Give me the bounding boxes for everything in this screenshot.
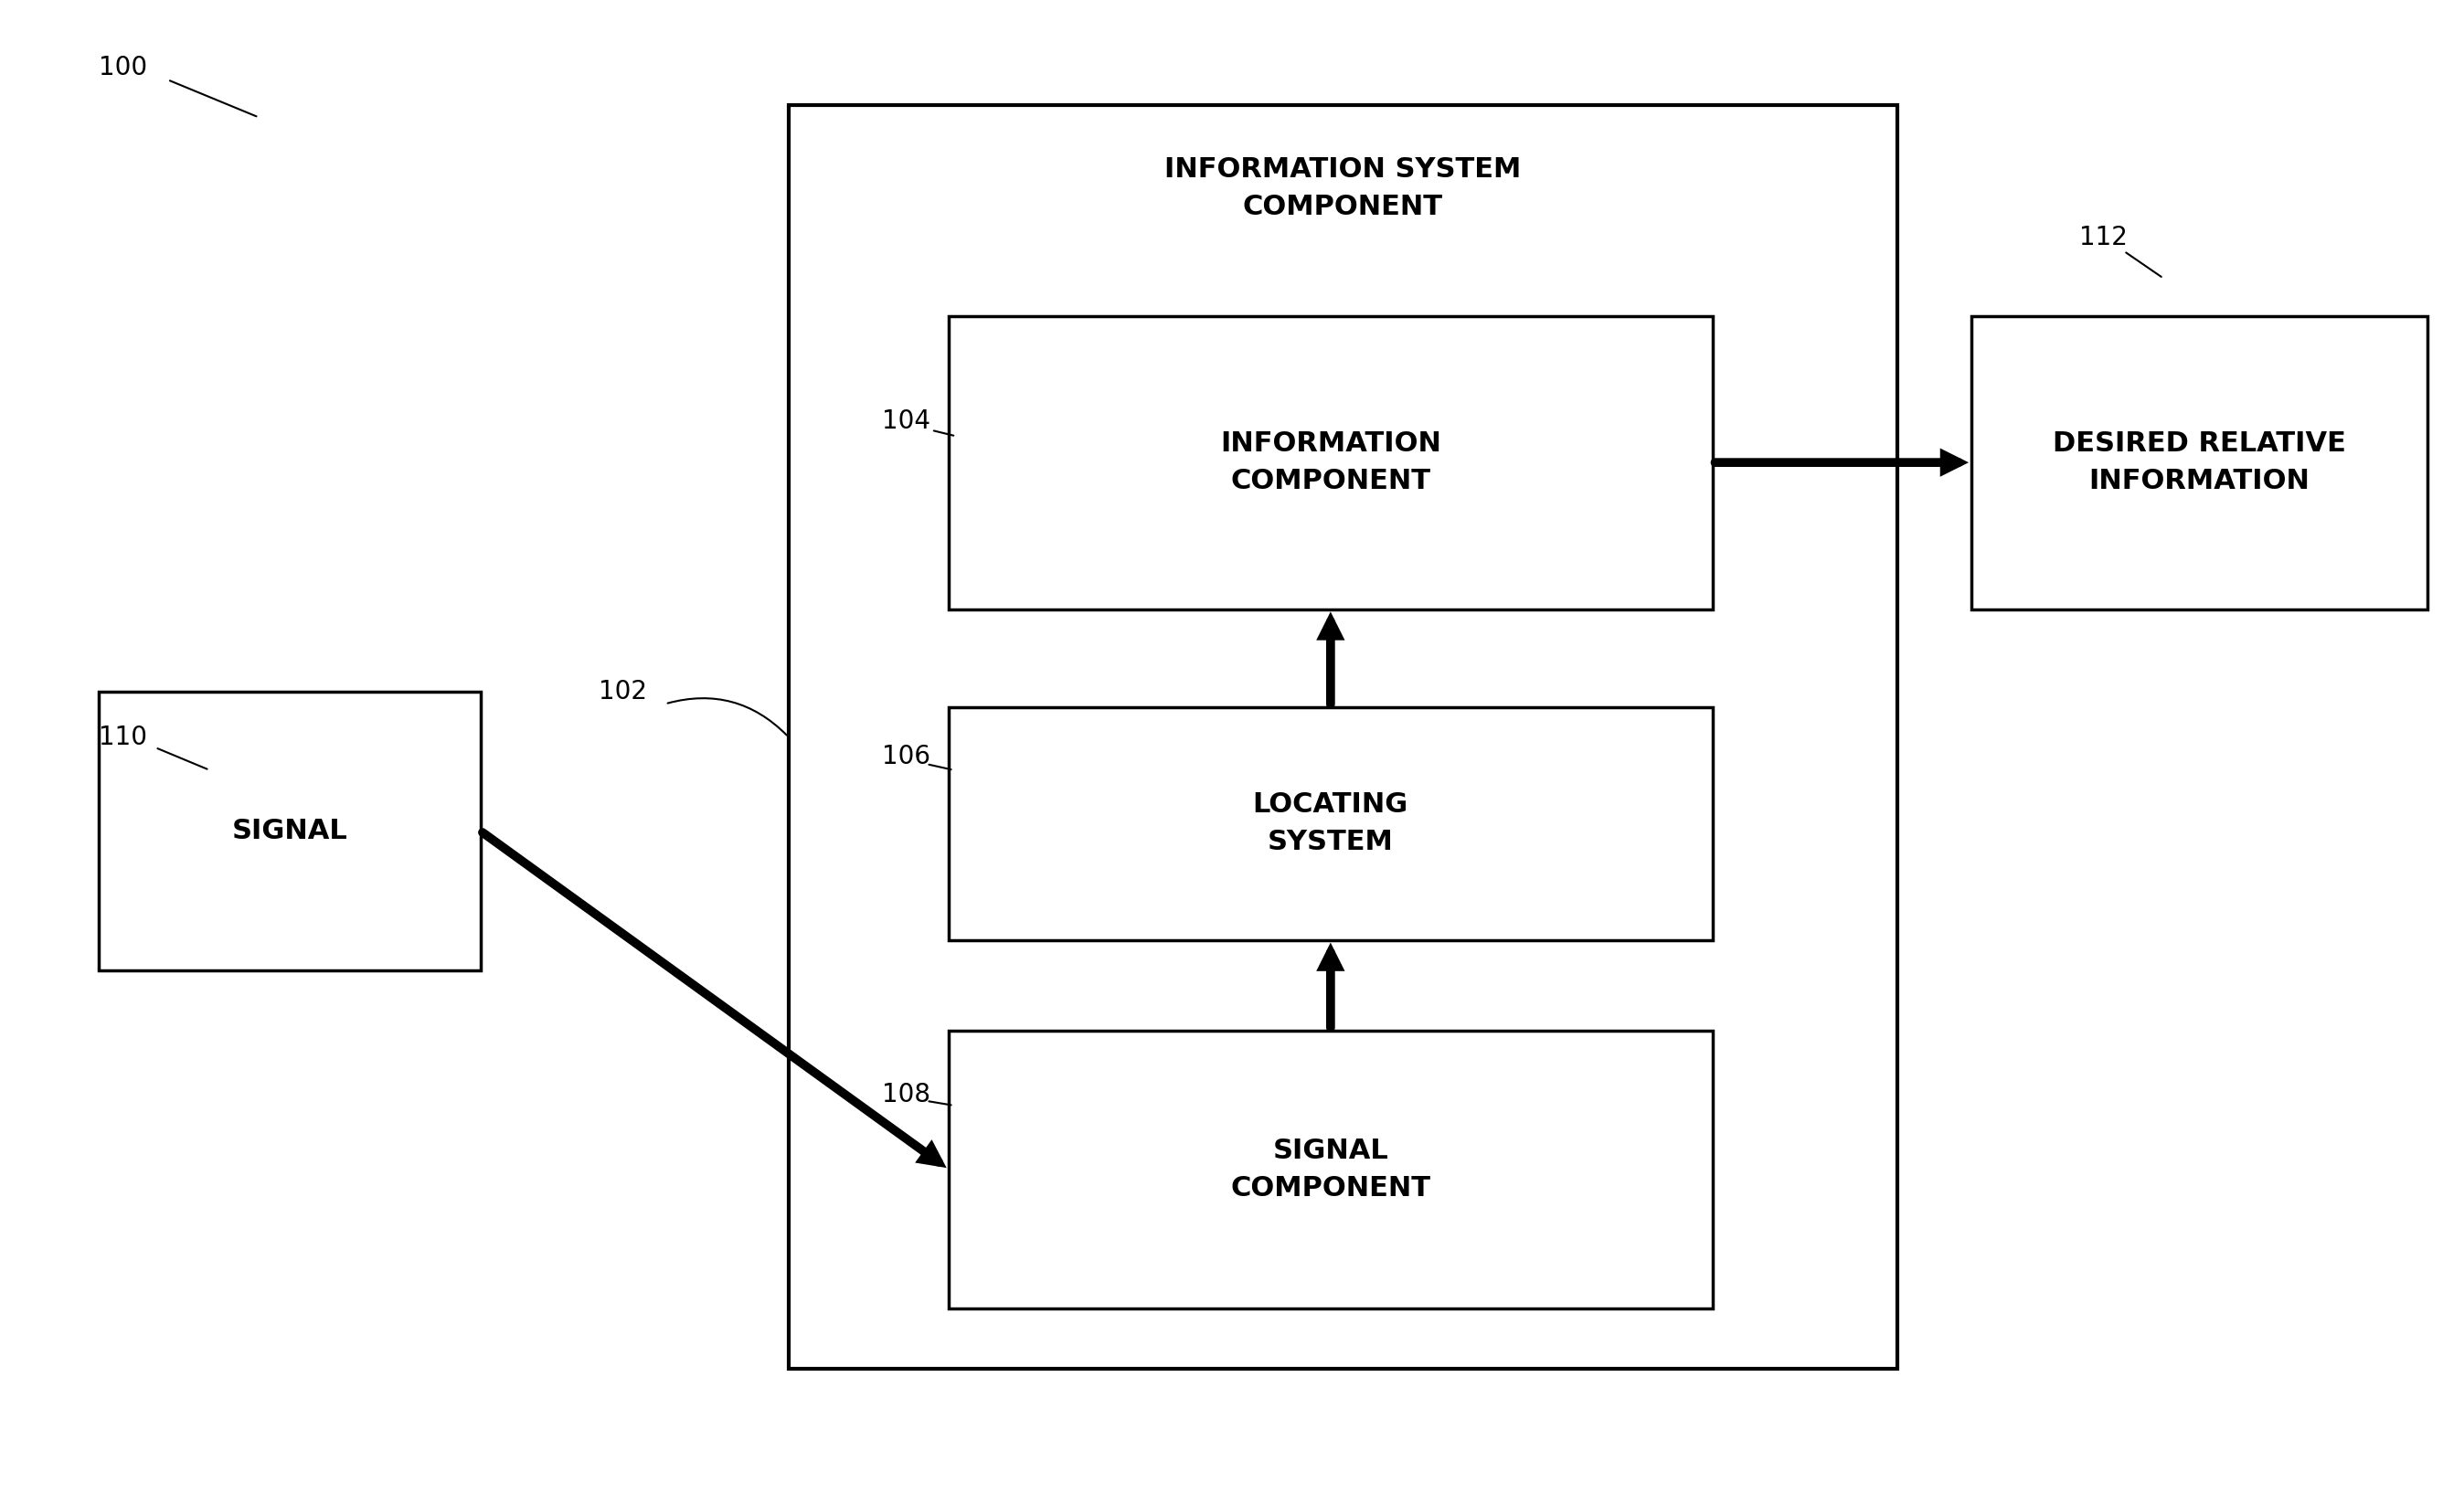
Text: SIGNAL: SIGNAL: [232, 818, 347, 844]
Bar: [1971, 316, 2427, 609]
Text: 104: 104: [882, 408, 931, 435]
Bar: [788, 105, 1897, 1369]
Text: 112: 112: [2080, 224, 2129, 251]
Text: 102: 102: [599, 678, 648, 705]
Text: INFORMATION SYSTEM
COMPONENT: INFORMATION SYSTEM COMPONENT: [1165, 156, 1520, 220]
Text: SIGNAL
COMPONENT: SIGNAL COMPONENT: [1230, 1137, 1432, 1202]
Text: 106: 106: [882, 743, 931, 770]
Text: 100: 100: [99, 54, 148, 81]
Bar: [949, 316, 1712, 609]
Text: LOCATING
SYSTEM: LOCATING SYSTEM: [1252, 791, 1409, 856]
Bar: [949, 1030, 1712, 1308]
Bar: [99, 692, 480, 970]
Text: 108: 108: [882, 1081, 931, 1108]
Text: DESIRED RELATIVE
INFORMATION: DESIRED RELATIVE INFORMATION: [2053, 430, 2346, 495]
Text: 110: 110: [99, 723, 148, 750]
Bar: [949, 707, 1712, 940]
Text: INFORMATION
COMPONENT: INFORMATION COMPONENT: [1220, 430, 1441, 495]
